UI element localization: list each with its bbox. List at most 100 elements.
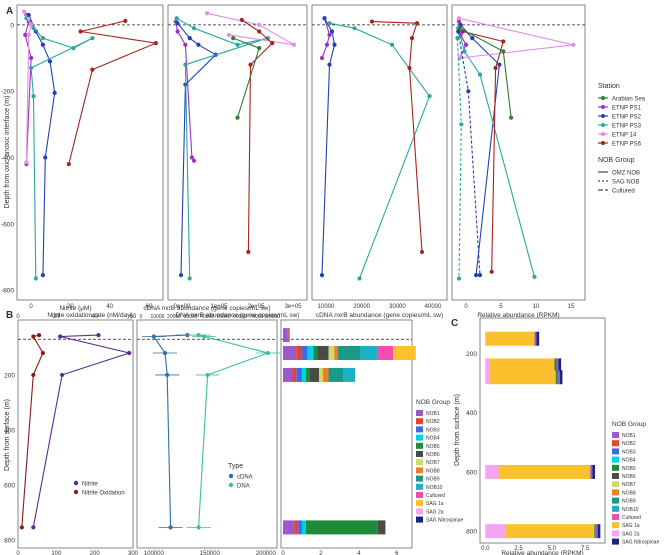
panel-a-y-tick-1: -200: [1, 89, 14, 96]
panel-b3-bar-segment-1-5: [317, 345, 329, 360]
panel-b3-x-tick-2: 4: [357, 551, 361, 555]
panel-b2-top-tick-1: 10000: [151, 314, 165, 320]
panel-a-point-3-6-1: [466, 89, 471, 94]
panel-a-frame-3: [451, 4, 586, 301]
panel-c-nob-legend-swatch-12: [612, 530, 619, 537]
panel-b1-x-tick-2: 200: [90, 551, 101, 555]
nob-line-legend-title: NOB Group: [598, 157, 635, 164]
panel-b2-point-1-1: [202, 334, 207, 339]
panel-b2-point-1-4: [196, 525, 201, 530]
panel-a-series-line-2-0: [321, 18, 331, 59]
panel-a-x-axis-label-3: Relative abundance (RPKM): [477, 312, 559, 319]
panel-b1-point-1-1: [31, 334, 36, 339]
panel-a-x-tick-2-3: 40000: [425, 304, 442, 310]
panel-a-x-tick-3-3: 15: [568, 304, 575, 310]
panel-c-bar-segment-0-0: [485, 331, 535, 346]
panel-a-point-2-3-1: [414, 21, 420, 26]
panel-c-nob-legend-label-3: NOB4: [622, 458, 636, 464]
panel-a-point-1-4-0: [239, 17, 244, 23]
panel-a-series-line-3-2: [457, 28, 535, 277]
panel-a-series-line-0-2: [25, 17, 93, 279]
panel-b3-bar-segment-3-2: [298, 520, 302, 535]
panel-b-y-tick-2: 600: [4, 482, 15, 489]
panel-b2-legend-title: Type: [228, 463, 243, 470]
panel-b2-top-tick-0: 0: [140, 314, 143, 320]
nob-line-legend-label-2: Cultured: [612, 188, 635, 194]
panel-c-nob-legend-label-1: NOB2: [622, 441, 636, 447]
panel-b2-top-tick-6: 60000: [233, 314, 247, 320]
station-legend-label-0: Arabian Sea: [612, 96, 646, 102]
panel-a-point-3-7-2: [456, 276, 462, 281]
panel-b1-series-line-0: [32, 334, 132, 528]
panel-a-point-0-1-3: [47, 59, 53, 64]
panel-b3-bar-segment-1-9: [360, 345, 378, 360]
panel-a-x-tick-3-1: 5: [499, 304, 503, 310]
panel-a-point-1-4-3: [248, 62, 253, 67]
panel-b3-x-tick-0: 0: [281, 551, 285, 555]
panel-a-point-0-0-2: [23, 32, 28, 37]
panel-a-series-line-0-3: [23, 11, 32, 163]
panel-a-point-0-4-4: [66, 162, 71, 167]
panel-b-nob-legend-label-3: NOB4: [426, 436, 440, 442]
panel-b2-legend-dot-1: [228, 482, 234, 488]
panel-c-nob-legend-label-8: NOB9: [622, 499, 636, 505]
panel-a-series-line-1-3: [206, 12, 295, 46]
panel-a-point-0-0-3: [29, 55, 34, 61]
panel-c-bar-segment-2-2: [555, 370, 558, 385]
station-legend-title: Station: [598, 83, 620, 90]
panel-a-x-tick-3-2: 10: [533, 304, 540, 310]
panel-b1-point-0-4: [31, 525, 36, 530]
panel-a-point-2-0-3: [319, 55, 325, 61]
panel-c-nob-legend-swatch-6: [612, 481, 619, 488]
panel-b3-bar-segment-2-6: [319, 367, 323, 382]
panel-b-nob-legend-swatch-9: [416, 483, 423, 490]
panel-a-y-tick-3: -600: [1, 221, 14, 228]
panel-a-point-3-5-2: [509, 115, 514, 120]
panel-a-point-0-1-0: [26, 12, 31, 18]
panel-c-y-axis-label: Depth from surface (m): [454, 394, 461, 466]
panel-b3-bar-segment-2-4: [305, 367, 310, 382]
panel-b-nob-legend-swatch-7: [416, 467, 423, 474]
panel-b-nob-legend-label-10: Cultured: [426, 493, 445, 499]
panel-c-bar-segment-1-2: [554, 358, 557, 373]
panel-b-nob-legend-title: NOB Group: [416, 399, 450, 406]
panel-c-nob-legend-title: NOB Group: [612, 421, 646, 428]
panel-a-point-1-4-4: [246, 249, 251, 255]
panel-b-nob-legend-label-12: SAG 2a: [426, 509, 444, 515]
panel-b2-top-tick-4: 40000: [200, 314, 214, 320]
panel-b1-point-0-3: [59, 372, 65, 378]
panel-b-nob-legend-label-4: NOB5: [426, 444, 440, 450]
panel-a-point-3-3-1: [571, 42, 576, 47]
panel-b-nob-legend-label-7: NOB8: [426, 468, 440, 474]
panel-a-point-3-0-2: [463, 42, 469, 47]
panel-c-bar-segment-2-1: [489, 370, 556, 385]
panel-b3-bar-segment-1-6: [328, 345, 335, 360]
panel-b2-point-1-2: [265, 350, 271, 356]
panel-a-point-3-6-0: [456, 29, 461, 34]
panel-a-point-1-5-0: [231, 36, 236, 41]
panel-b1-x-tick-3: 300: [128, 551, 139, 555]
panel-a-point-0-4-3: [90, 67, 95, 72]
panel-a-point-2-3-4: [419, 249, 425, 255]
panel-a-series-line-0-1: [28, 14, 56, 276]
panel-b-nob-legend-label-0: NOB1: [426, 411, 440, 417]
panel-b-nob-legend-swatch-1: [416, 418, 423, 425]
panel-c-y-tick-3: 800: [466, 529, 477, 536]
panel-a-point-0-2-4: [90, 36, 95, 41]
panel-a-x-tick-2-1: 20000: [353, 304, 370, 310]
panel-b2-top-axis-label: cDNA nxrB abundance (gene copies/mL sw): [143, 305, 270, 312]
panel-a-point-0-3-2: [26, 32, 31, 37]
panel-c-bar-segment-3-3: [592, 464, 596, 479]
panel-b1-x-tick-1: 100: [51, 551, 62, 555]
panel-c-bar-segment-4-1: [505, 524, 595, 539]
panel-c-x-tick-0: 0.0: [481, 546, 490, 552]
panel-b1-legend-label-1: Nitrite Oxidation: [82, 490, 125, 496]
panel-a-point-1-5-2: [235, 115, 240, 120]
panel-b3-bar-segment-2-8: [328, 367, 344, 382]
panel-b-nob-legend-swatch-12: [416, 508, 423, 515]
panel-a-x-tick-2-2: 30000: [389, 304, 406, 310]
panel-c-bar-segment-2-0: [485, 370, 490, 385]
panel-a-point-3-2-2: [477, 72, 483, 77]
panel-a-x-tick-1-0: 0e+00: [174, 304, 192, 310]
panel-b1-point-1-0: [36, 333, 42, 338]
